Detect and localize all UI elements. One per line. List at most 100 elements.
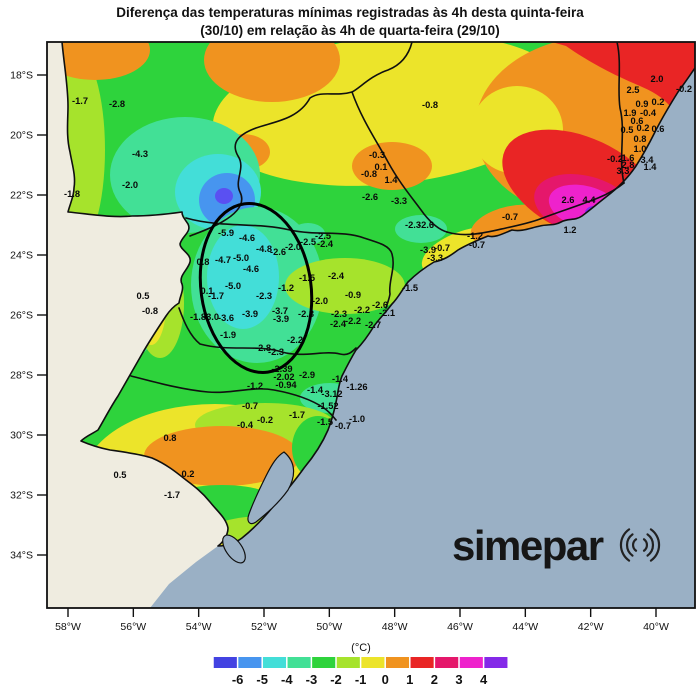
station-value: 0.2 bbox=[637, 123, 650, 133]
colorbar-segment bbox=[361, 657, 385, 668]
station-value: -2.02 bbox=[273, 372, 294, 382]
colorbar-segment bbox=[410, 657, 434, 668]
station-value: -2.0 bbox=[312, 296, 328, 306]
station-value: -3.9 bbox=[242, 309, 258, 319]
colorbar-tick-label: -3 bbox=[306, 672, 318, 687]
station-value: 0.8 bbox=[197, 257, 210, 267]
lat-tick-label: 26°S bbox=[10, 310, 33, 322]
station-value: -1.2 bbox=[247, 381, 263, 391]
station-value: -3.12 bbox=[321, 389, 342, 399]
station-value: -1.8 bbox=[64, 189, 80, 199]
highlight-ellipse bbox=[198, 201, 314, 375]
colorbar-segment bbox=[385, 657, 410, 668]
station-value: 0.1 bbox=[201, 286, 214, 296]
simepar-logo-text: simepar bbox=[452, 522, 604, 569]
station-value: -2.3 bbox=[331, 309, 347, 319]
lat-tick-label: 20°S bbox=[10, 130, 33, 142]
station-value: -1.52 bbox=[317, 401, 338, 411]
colorbar-tick-label: 4 bbox=[480, 672, 488, 687]
station-value: -0.2 bbox=[607, 154, 623, 164]
station-value: -2.4 bbox=[330, 319, 347, 329]
colorbar-tick-label: -2 bbox=[330, 672, 342, 687]
station-value: -2.3 bbox=[268, 347, 284, 357]
lat-tick-label: 18°S bbox=[10, 70, 33, 82]
station-value: -2.3 bbox=[405, 220, 421, 230]
station-value: -1.4 bbox=[307, 385, 324, 395]
state-border-ms-sp bbox=[189, 42, 413, 237]
station-value: -1.5 bbox=[299, 273, 315, 283]
station-value: -1.8 bbox=[190, 312, 206, 322]
page-title-line2: (30/10) em relação às 4h de quarta-feira… bbox=[200, 23, 499, 38]
station-value: -2.8 bbox=[109, 99, 125, 109]
colorbar-segment bbox=[459, 657, 483, 668]
station-value: -3.9 bbox=[273, 314, 289, 324]
lon-tick-label: 56°W bbox=[120, 621, 146, 633]
station-value: 2.8 bbox=[622, 160, 635, 170]
lat-tick-label: 28°S bbox=[10, 370, 33, 382]
colorbar-segment bbox=[484, 657, 508, 668]
station-value: 3.4 bbox=[641, 155, 655, 165]
station-value: -0.3 bbox=[369, 150, 385, 160]
station-value: 2.6 bbox=[562, 195, 575, 205]
station-value: 1.0 bbox=[634, 144, 647, 154]
station-value: -5.0 bbox=[225, 281, 241, 291]
station-value: -2.9 bbox=[299, 370, 315, 380]
station-value: -1.4 bbox=[332, 374, 349, 384]
station-value: -2.4 bbox=[328, 271, 345, 281]
station-value: 1.6 bbox=[622, 153, 635, 163]
station-value: 1.2 bbox=[564, 225, 577, 235]
lagoon-patos bbox=[247, 451, 295, 525]
page-title-line1: Diferença das temperaturas mínimas regis… bbox=[116, 5, 584, 20]
station-value: -2.39 bbox=[271, 364, 292, 374]
station-value: -3.9 bbox=[420, 245, 436, 255]
station-value: -1.7 bbox=[289, 410, 305, 420]
station-value: -4.6 bbox=[243, 264, 259, 274]
station-value: 0.1 bbox=[375, 162, 388, 172]
lon-tick-label: 40°W bbox=[643, 621, 669, 633]
lat-tick-label: 24°S bbox=[10, 250, 33, 262]
station-value: -2.0 bbox=[122, 180, 138, 190]
station-value: -0.4 bbox=[237, 420, 254, 430]
latitude-axis: 18°S 20°S 22°S 24°S 26°S 28°S 30°S 32°S 34°S bbox=[10, 70, 47, 562]
station-value: -1.0 bbox=[349, 414, 365, 424]
station-value: -2.8 bbox=[255, 343, 271, 353]
colorbar-tick-label: -6 bbox=[232, 672, 244, 687]
station-value: 2.0 bbox=[651, 74, 664, 84]
lon-tick-label: 58°W bbox=[55, 621, 81, 633]
station-value: 0.5 bbox=[114, 470, 127, 480]
station-value: -2.3 bbox=[298, 309, 314, 319]
station-value: -0.7 bbox=[335, 421, 351, 431]
colorbar-segment bbox=[435, 657, 459, 668]
station-value: -0.8 bbox=[422, 100, 438, 110]
station-value: -3.3 bbox=[427, 253, 443, 263]
station-value: -2.2 bbox=[287, 335, 303, 345]
longitude-axis: 58°W 56°W 54°W 52°W 50°W 48°W 46°W 44°W 42°W 40°W bbox=[55, 608, 669, 633]
station-value: -4.6 bbox=[239, 233, 255, 243]
station-value: -1.26 bbox=[346, 382, 367, 392]
station-value: -0.8 bbox=[142, 306, 158, 316]
station-value: -2.2 bbox=[345, 316, 361, 326]
station-value: 0.5 bbox=[621, 125, 634, 135]
lat-tick-label: 30°S bbox=[10, 430, 33, 442]
station-value: -1.2 bbox=[467, 231, 483, 241]
station-values: -1.7 -2.8-4.3-2.0-1.8-0.8-0.30.1-0.81.4-2… bbox=[64, 74, 692, 500]
station-value: 1.4 bbox=[644, 162, 658, 172]
station-value: -3.6 bbox=[218, 313, 234, 323]
colorbar-segment bbox=[213, 657, 237, 668]
lon-tick-label: 44°W bbox=[512, 621, 538, 633]
lagoon-mirim bbox=[222, 534, 246, 564]
station-value: 0.2 bbox=[182, 469, 195, 479]
station-value: 0.6 bbox=[631, 116, 644, 126]
colorbar-tick-label: 2 bbox=[431, 672, 438, 687]
station-value: -3.3 bbox=[391, 196, 407, 206]
station-value: 4.4 bbox=[583, 195, 597, 205]
lon-tick-label: 52°W bbox=[251, 621, 277, 633]
colorbar-segment bbox=[336, 657, 360, 668]
state-border-mg-es bbox=[616, 42, 625, 184]
state-border-sp-pr bbox=[185, 217, 394, 309]
lon-tick-label: 46°W bbox=[447, 621, 473, 633]
lat-tick-label: 22°S bbox=[10, 190, 33, 202]
station-value: 0.6 bbox=[652, 124, 665, 134]
station-value: -3.7 bbox=[272, 306, 288, 316]
lat-tick-label: 34°S bbox=[10, 550, 33, 562]
